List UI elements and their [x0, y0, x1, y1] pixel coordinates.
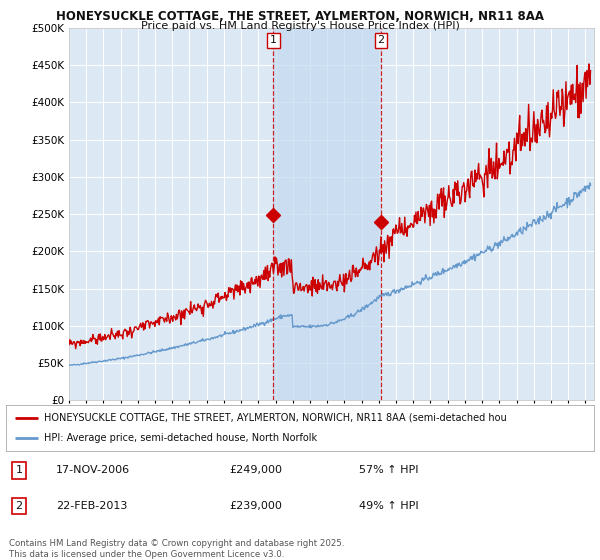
- Text: £239,000: £239,000: [229, 501, 283, 511]
- Text: HPI: Average price, semi-detached house, North Norfolk: HPI: Average price, semi-detached house,…: [44, 433, 317, 443]
- Text: HONEYSUCKLE COTTAGE, THE STREET, AYLMERTON, NORWICH, NR11 8AA (semi-detached hou: HONEYSUCKLE COTTAGE, THE STREET, AYLMERT…: [44, 413, 507, 423]
- Text: 1: 1: [270, 35, 277, 45]
- Text: 2: 2: [16, 501, 22, 511]
- Text: 22-FEB-2013: 22-FEB-2013: [56, 501, 127, 511]
- Text: Price paid vs. HM Land Registry's House Price Index (HPI): Price paid vs. HM Land Registry's House …: [140, 21, 460, 31]
- Text: 49% ↑ HPI: 49% ↑ HPI: [359, 501, 418, 511]
- Text: 57% ↑ HPI: 57% ↑ HPI: [359, 465, 418, 475]
- Text: £249,000: £249,000: [229, 465, 283, 475]
- Text: 17-NOV-2006: 17-NOV-2006: [56, 465, 130, 475]
- Text: Contains HM Land Registry data © Crown copyright and database right 2025.
This d: Contains HM Land Registry data © Crown c…: [9, 539, 344, 559]
- Bar: [274, 28, 381, 400]
- Text: 2: 2: [377, 35, 385, 45]
- Text: 1: 1: [16, 465, 22, 475]
- Text: HONEYSUCKLE COTTAGE, THE STREET, AYLMERTON, NORWICH, NR11 8AA: HONEYSUCKLE COTTAGE, THE STREET, AYLMERT…: [56, 10, 544, 23]
